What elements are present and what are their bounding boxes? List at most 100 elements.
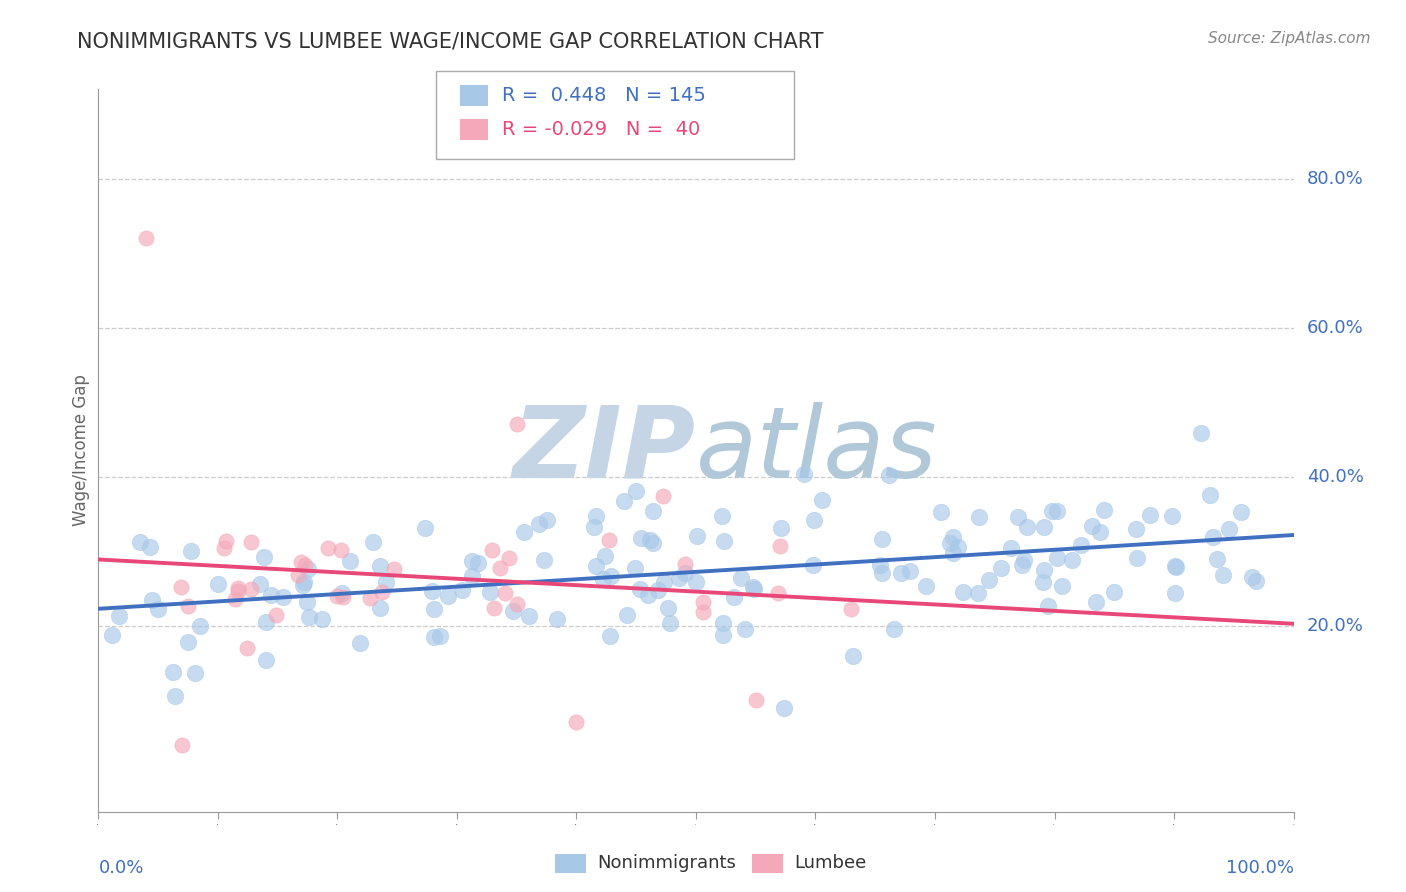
Point [135, 231, 157, 245]
Point [489, 560, 512, 574]
Point [1036, 599, 1059, 613]
Point [1126, 551, 1149, 566]
Point [1007, 510, 1029, 524]
Point [188, 619, 211, 633]
Point [332, 590, 354, 604]
Point [253, 550, 276, 565]
Point [593, 549, 616, 563]
Point [592, 572, 614, 586]
Point [226, 584, 249, 599]
Point [339, 554, 361, 568]
Point [240, 582, 263, 596]
Point [1045, 504, 1067, 518]
Point [349, 636, 371, 650]
Point [1189, 425, 1212, 440]
Point [467, 556, 489, 570]
Point [184, 665, 207, 680]
Point [673, 566, 696, 581]
Point [803, 513, 825, 527]
Point [967, 510, 990, 524]
Point [527, 516, 550, 531]
Point [1062, 553, 1084, 567]
Point [1164, 558, 1187, 573]
Point [1102, 585, 1125, 599]
Point [1164, 586, 1187, 600]
Text: 80.0%: 80.0% [1306, 169, 1364, 187]
Point [979, 573, 1001, 587]
Point [713, 615, 735, 630]
Point [254, 615, 277, 630]
Point [546, 612, 568, 626]
Point [967, 586, 990, 600]
Point [637, 588, 659, 602]
Point [1052, 579, 1074, 593]
Point [870, 532, 893, 546]
Point [1218, 522, 1240, 536]
Point [506, 597, 529, 611]
Text: Nonimmigrants: Nonimmigrants [598, 855, 737, 872]
Point [235, 640, 257, 655]
Point [1045, 550, 1067, 565]
Point [801, 558, 824, 572]
Point [437, 589, 460, 603]
Point [451, 582, 474, 597]
Point [723, 590, 745, 604]
Point [461, 554, 484, 568]
Point [1012, 552, 1035, 566]
Point [929, 505, 952, 519]
Point [842, 649, 865, 664]
Point [479, 585, 502, 599]
Point [1015, 519, 1038, 533]
Point [766, 586, 789, 600]
Point [990, 561, 1012, 575]
Point [585, 559, 607, 574]
Point [368, 601, 391, 615]
Point [517, 608, 540, 623]
Point [294, 558, 316, 572]
Point [745, 693, 768, 707]
Point [658, 615, 681, 630]
Point [668, 571, 690, 585]
Point [869, 558, 891, 572]
Point [624, 560, 647, 574]
Point [316, 541, 339, 555]
Point [1032, 574, 1054, 589]
Point [839, 602, 862, 616]
Point [939, 535, 962, 549]
Point [298, 609, 321, 624]
Point [292, 574, 315, 589]
Point [260, 589, 283, 603]
Point [692, 605, 714, 619]
Point [1244, 574, 1267, 588]
Point [1199, 488, 1222, 502]
Point [1032, 563, 1054, 577]
Point [287, 568, 309, 582]
Point [898, 564, 921, 578]
Point [793, 467, 815, 481]
Point [741, 580, 763, 594]
Point [630, 531, 652, 545]
Point [326, 589, 349, 603]
Point [711, 508, 734, 523]
Point [107, 609, 129, 624]
Point [249, 577, 271, 591]
Point [141, 592, 163, 607]
Point [1139, 508, 1161, 523]
Point [297, 562, 319, 576]
Point [371, 584, 394, 599]
Point [742, 582, 765, 596]
Point [1070, 538, 1092, 552]
Point [641, 536, 664, 550]
Point [1084, 595, 1107, 609]
Point [652, 575, 675, 590]
Point [422, 630, 444, 644]
Point [498, 551, 520, 566]
Point [613, 493, 636, 508]
Point [883, 623, 905, 637]
Point [685, 574, 707, 589]
Point [946, 540, 969, 554]
Point [657, 600, 679, 615]
Text: 0.0%: 0.0% [98, 859, 143, 877]
Point [1080, 519, 1102, 533]
Point [162, 665, 184, 679]
